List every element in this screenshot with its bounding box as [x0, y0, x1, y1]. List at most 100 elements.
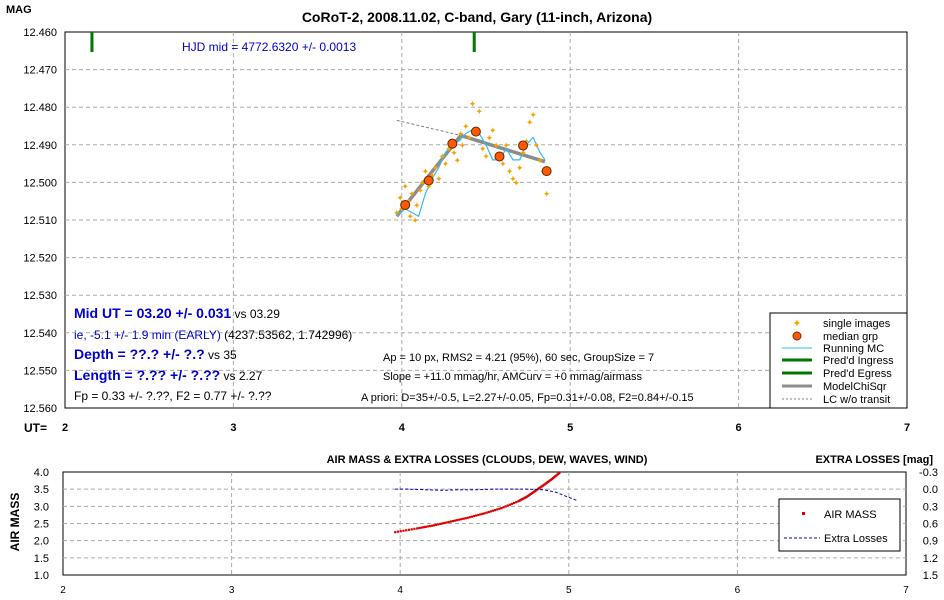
airmass-point [496, 508, 499, 511]
fp-text: Fp = 0.33 +/- ?.??, F2 = 0.77 +/- ?.?? [74, 389, 272, 403]
top-x-tick-label: 3 [230, 422, 236, 434]
airmass-point [441, 522, 444, 525]
single-image-point: ✦ [536, 155, 544, 165]
airmass-point [458, 518, 461, 521]
single-image-point: ✦ [459, 140, 467, 150]
airmass-point [506, 504, 509, 507]
bottom-y-tick-label: 2.5 [34, 519, 49, 531]
airmass-point [481, 512, 484, 515]
bottom-y2-tick-label: 0.6 [923, 519, 938, 531]
single-image-point: ✦ [396, 193, 404, 203]
bottom-y-tick-label: 3.0 [34, 501, 49, 513]
single-image-point: ✦ [523, 137, 531, 147]
airmass-point [394, 531, 397, 534]
legend-label-single: single images [823, 318, 891, 330]
top-y-tick-label: 12.540 [23, 328, 57, 340]
bottom-gridlines [63, 472, 906, 575]
single-image-point: ✦ [422, 167, 430, 177]
median-group-point [518, 140, 529, 151]
top-x-tick-label: 7 [904, 422, 910, 434]
top-y-tick-label: 12.480 [23, 102, 57, 114]
mid-ut-vs: vs 03.29 [231, 307, 280, 321]
airmass-point [439, 522, 442, 526]
airmass-point [418, 526, 421, 530]
hjd-mid-label: HJD mid = 4772.6320 +/- 0.0013 [182, 40, 356, 54]
single-image-point: ✦ [442, 159, 450, 169]
legend-label-model: ModelChiSqr [823, 381, 887, 393]
legend-label-extra: Extra Losses [824, 533, 888, 545]
airmass-point [510, 502, 514, 505]
depth-text: Depth = ??.? +/- ?.? vs 35 [74, 346, 237, 362]
top-y-tick-label: 12.500 [23, 177, 57, 189]
info-line-3: A priori: D=35+/-0.5, L=2.27+/-0.05, Fp=… [361, 392, 694, 404]
single-image-point: ✦ [432, 163, 440, 173]
airmass-point [477, 513, 480, 517]
bottom-y-axis-label: AIR MASS [8, 493, 22, 552]
airmass-point [491, 509, 495, 512]
bottom-y2-tick-label: 1.2 [923, 553, 938, 565]
bottom-chart-title: AIR MASS & EXTRA LOSSES (CLOUDS, DEW, WA… [327, 454, 648, 466]
top-x-tick-label: 5 [567, 422, 573, 434]
top-y-tick-label: 12.470 [23, 65, 57, 77]
bottom-y-tick-label: 1.5 [34, 553, 49, 565]
airmass-point [475, 514, 478, 517]
single-image-point: ✦ [457, 129, 465, 139]
legend-label-median: median grp [823, 331, 878, 343]
airmass-point [428, 524, 431, 528]
airmass-point [413, 527, 416, 530]
bottom-x-tick-label: 4 [397, 585, 403, 596]
top-y-tick-label: 12.560 [23, 403, 57, 415]
single-image-point: ✦ [543, 189, 551, 199]
single-image-point: ✦ [509, 174, 517, 184]
median-group-point [494, 151, 505, 162]
single-image-point: ✦ [413, 200, 421, 210]
bottom-y2-tick-label: 0.9 [923, 536, 938, 548]
airmass-point [483, 512, 486, 515]
legend-label-airmass: AIR MASS [824, 509, 877, 521]
single-image-point: ✦ [454, 155, 462, 165]
single-image-point: ✦ [482, 152, 490, 162]
top-chart-title: CoRoT-2, 2008.11.02, C-band, Gary (11-in… [302, 9, 652, 25]
ie-extra: (4237.53562, 1.742996) [221, 328, 352, 342]
top-y-tick-labels: 12.460 12.470 12.480 12.490 12.500 12.510 12.5… [23, 27, 57, 415]
model-chisqr-line [395, 133, 546, 218]
single-image-point: ✦ [519, 148, 527, 158]
airmass-point [508, 503, 511, 506]
airmass-point [470, 515, 474, 518]
single-image-point: ✦ [445, 144, 453, 154]
top-x-tick-labels: 2 3 4 5 6 7 [62, 422, 910, 434]
single-image-point: ✦ [425, 182, 433, 192]
airmass-point [451, 519, 455, 523]
top-x-axis-prefix: UT= [24, 421, 47, 435]
top-x-tick-label: 4 [399, 422, 406, 434]
airmass-point [420, 526, 423, 529]
airmass-point [489, 510, 493, 513]
mid-ut-value: Mid UT = 03.20 +/- 0.031 [74, 305, 231, 321]
single-image-point: ✦ [406, 212, 414, 222]
airmass-point [462, 517, 465, 520]
top-y-tick-label: 12.520 [23, 253, 57, 265]
airmass-point [445, 521, 448, 524]
bottom-y2-tick-label: -0.3 [919, 467, 938, 479]
bottom-x-tick-label: 3 [229, 585, 235, 596]
lc-without-transit-line [396, 119, 461, 136]
bottom-y-tick-label: 1.0 [34, 570, 49, 582]
single-image-point: ✦ [499, 159, 507, 169]
single-image-point: ✦ [489, 125, 497, 135]
single-image-point: ✦ [398, 204, 406, 214]
airmass-point [422, 526, 425, 529]
bottom-legend: AIR MASS Extra Losses [778, 498, 901, 552]
bottom-right-title: EXTRA LOSSES [mag] [815, 454, 933, 466]
single-image-point: ✦ [526, 118, 534, 128]
bottom-x-tick-label: 7 [903, 585, 909, 596]
single-image-point: ✦ [401, 182, 409, 192]
median-group-point [400, 199, 411, 210]
top-y-tick-label: 12.530 [23, 290, 57, 302]
extra-losses-line [395, 488, 578, 502]
bottom-y-tick-label: 3.5 [34, 484, 49, 496]
single-image-point: ✦ [502, 140, 510, 150]
bottom-x-tick-labels: 2 3 4 5 6 7 [60, 585, 909, 596]
length-text: Length = ?.?? +/- ?.?? vs 2.27 [74, 367, 263, 383]
airmass-point [466, 516, 469, 519]
bottom-y-tick-label: 4.0 [34, 467, 49, 479]
